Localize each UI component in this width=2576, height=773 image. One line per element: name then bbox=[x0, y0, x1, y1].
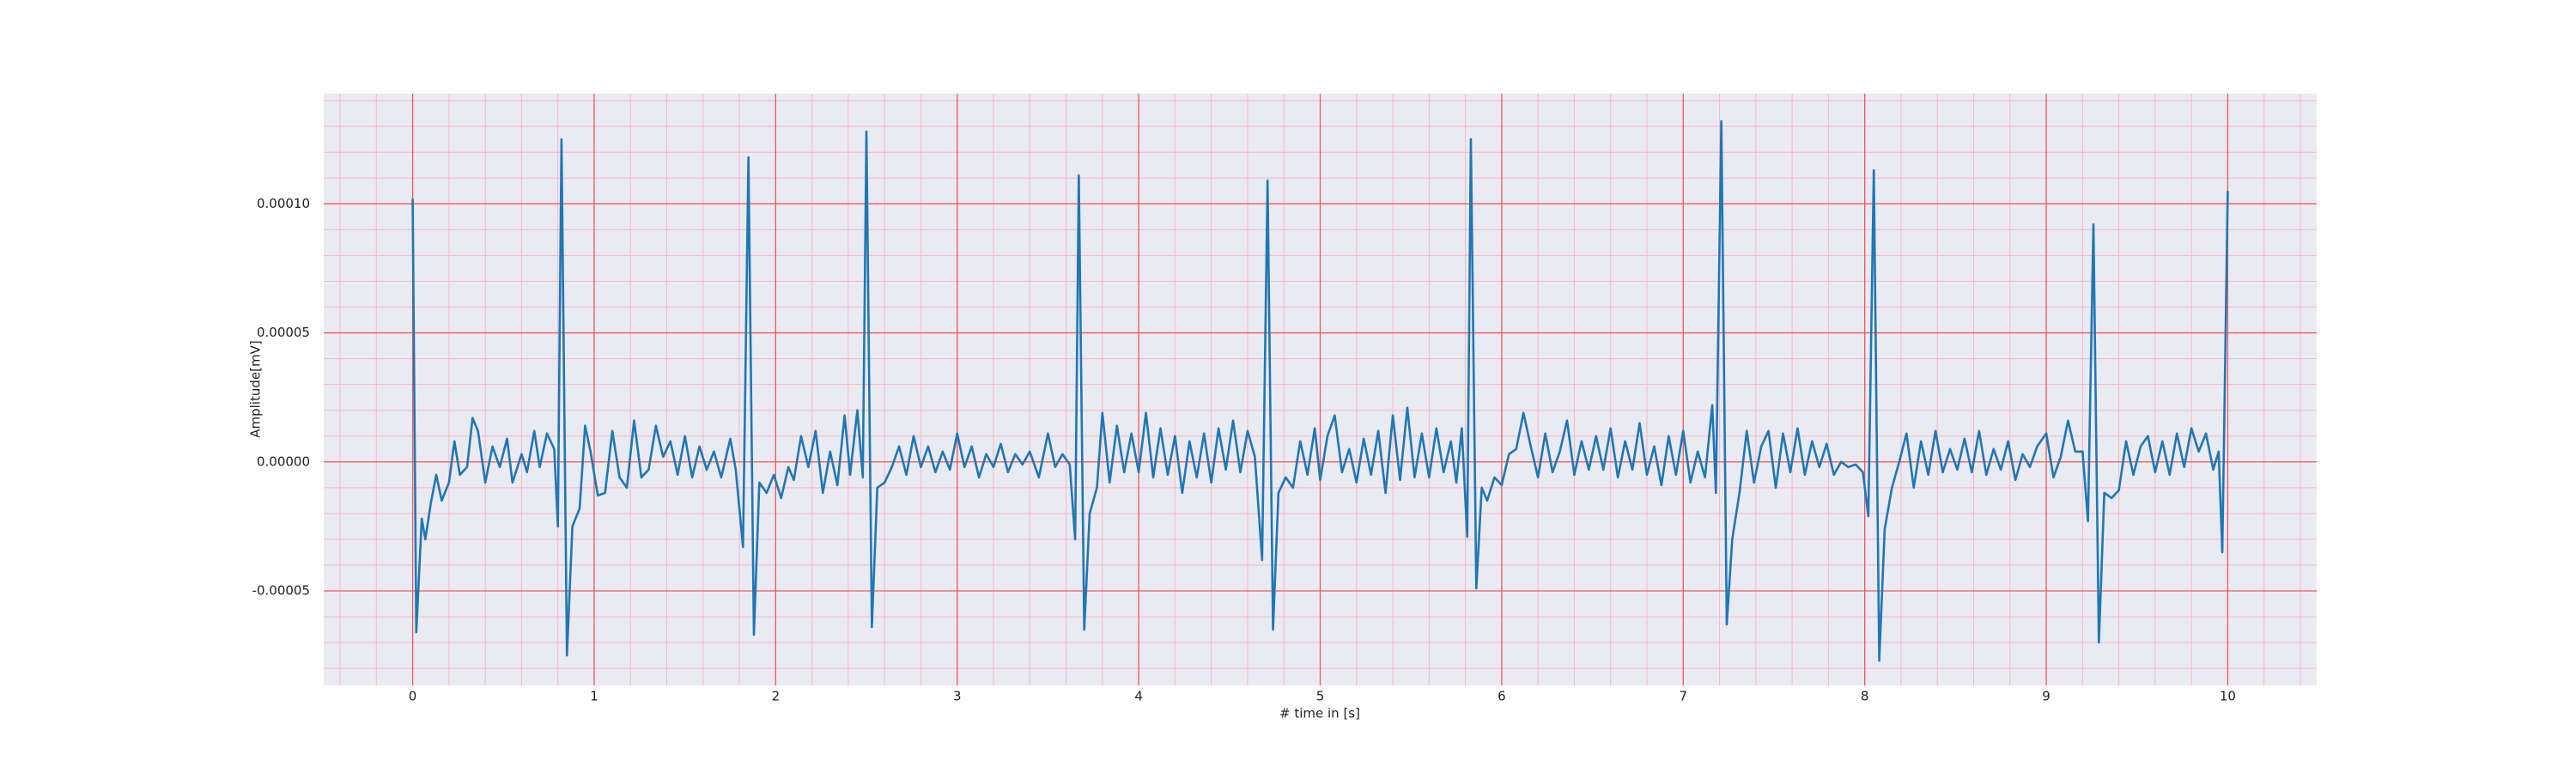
x-axis-label: # time in [s] bbox=[1279, 706, 1360, 721]
x-tick-label: 9 bbox=[2042, 689, 2050, 704]
y-tick-label: 0.00005 bbox=[257, 325, 310, 340]
x-tick-label: 3 bbox=[953, 689, 962, 704]
x-tick-label: 7 bbox=[1679, 689, 1687, 704]
x-tick-label: 8 bbox=[1861, 689, 1869, 704]
x-tick-label: 6 bbox=[1498, 689, 1506, 704]
x-tick-label: 2 bbox=[772, 689, 781, 704]
signal-line bbox=[411, 119, 2229, 662]
x-tick-label: 4 bbox=[1134, 689, 1143, 704]
x-tick-label: 0 bbox=[409, 689, 417, 704]
y-axis-label: Amplitude[mV] bbox=[248, 340, 264, 437]
x-tick-label: 5 bbox=[1316, 689, 1325, 704]
y-tick-label: -0.00005 bbox=[252, 583, 310, 599]
y-tick-label: 0.00010 bbox=[257, 196, 310, 211]
x-tick-label: 10 bbox=[2220, 689, 2236, 704]
y-tick-label: 0.00000 bbox=[257, 453, 310, 469]
x-tick-label: 1 bbox=[590, 689, 598, 704]
